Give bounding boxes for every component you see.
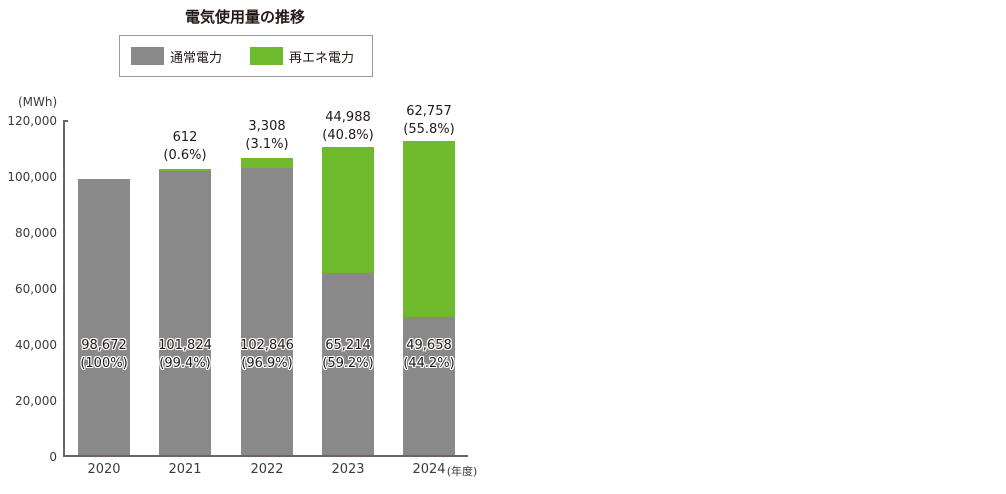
legend-item-renewable: 再エネ電力 (250, 47, 354, 66)
share-label: (100%) (80, 356, 128, 371)
legend: 通常電力 再エネ電力 (119, 35, 373, 77)
share-label: (55.8%) (403, 122, 455, 137)
bar-segment-normal (403, 317, 455, 456)
bar-top-label: 62,757 (55.8%) (389, 103, 469, 139)
y-tick: 0 (49, 450, 57, 464)
bar-inner-label: 98,672 (100%) (66, 337, 142, 373)
share-label: (40.8%) (322, 128, 374, 143)
value-label: 49,658 (406, 338, 452, 353)
bar-segment-normal (322, 273, 374, 456)
bar-segment-renewable (322, 147, 374, 273)
value-label: 612 (172, 130, 198, 145)
x-tick: 2020 (87, 462, 121, 477)
share-label: (44.2%) (403, 356, 455, 371)
value-label: 65,214 (325, 338, 371, 353)
x-tick: 2021 (168, 462, 202, 477)
bar-inner-label: 102,846 (96.9%) (229, 337, 305, 373)
bar-top-label: 44,988 (40.8%) (308, 109, 388, 145)
share-label: (96.9%) (241, 356, 293, 371)
share-label: (3.1%) (245, 137, 289, 152)
bar-2024: 62,757 (55.8%) 49,658 (44.2%) (403, 104, 455, 456)
bar-top-label: 612 (0.6%) (145, 129, 225, 165)
bar-inner-label: 65,214 (59.2%) (310, 337, 386, 373)
bar-2021: 612 (0.6%) 101,824 (99.4%) (158, 130, 212, 456)
legend-item-normal: 通常電力 (131, 47, 222, 66)
share-label: (59.2%) (322, 356, 374, 371)
chart-title: 電気使用量の推移 (184, 8, 305, 26)
bar-segment-normal (78, 179, 130, 456)
x-tick: 2022 (250, 462, 284, 477)
bar-inner-label: 49,658 (44.2%) (391, 337, 467, 373)
bar-segment-renewable (159, 169, 211, 171)
bar-segment-normal (241, 168, 293, 456)
y-axis-unit: (MWh) (18, 95, 58, 109)
x-axis-unit: (年度) (446, 465, 478, 478)
legend-label-normal: 通常電力 (170, 50, 223, 66)
bar-2023: 44,988 (40.8%) 65,214 (59.2%) (322, 110, 374, 456)
x-tick: 2024 (412, 462, 446, 477)
x-axis (63, 455, 468, 457)
y-tick: 80,000 (15, 226, 57, 240)
y-tick: 60,000 (15, 282, 57, 296)
y-axis (63, 120, 65, 457)
value-label: 44,988 (325, 110, 371, 125)
legend-swatch-normal (131, 47, 164, 65)
bar-segment-renewable (241, 158, 293, 168)
y-tick: 40,000 (15, 338, 57, 352)
bar-top-label: 3,308 (3.1%) (227, 118, 307, 154)
value-label: 101,824 (158, 338, 212, 353)
y-tick: 100,000 (7, 170, 57, 184)
value-label: 62,757 (406, 104, 452, 119)
legend-label-renewable: 再エネ電力 (289, 50, 355, 66)
bar-inner-label: 101,824 (99.4%) (147, 337, 223, 373)
legend-swatch-renewable (250, 47, 283, 65)
bar-2022: 3,308 (3.1%) 102,846 (96.9%) (240, 119, 294, 456)
share-label: (99.4%) (159, 356, 211, 371)
x-tick: 2023 (331, 462, 365, 477)
share-label: (0.6%) (163, 148, 207, 163)
y-axis-cap (63, 120, 68, 122)
value-label: 102,846 (240, 338, 294, 353)
bar-segment-renewable (403, 141, 455, 317)
value-label: 3,308 (248, 119, 286, 134)
y-tick: 20,000 (15, 394, 57, 408)
y-tick: 120,000 (7, 114, 57, 128)
bar-segment-normal (159, 171, 211, 456)
value-label: 98,672 (81, 338, 127, 353)
bar-2020: 98,672 (100%) (78, 179, 130, 456)
